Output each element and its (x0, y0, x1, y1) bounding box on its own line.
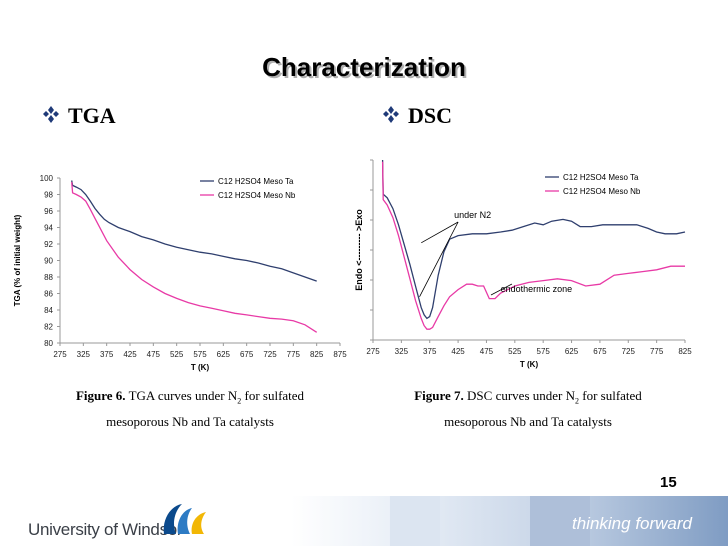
x-tick-label: 625 (565, 347, 579, 356)
y-tick-label: 98 (44, 191, 53, 200)
figure-6-line2: mesoporous Nb and Ta catalysts (106, 413, 274, 429)
legend-label: C12 H2SO4 Meso Ta (218, 177, 294, 186)
figure-7-text2: for sulfated (582, 388, 642, 403)
annotation-arrow (421, 221, 459, 244)
slide-title: Characterization (262, 52, 466, 82)
legend-label: C12 H2SO4 Meso Nb (563, 187, 641, 196)
x-tick-label: 275 (53, 350, 67, 359)
x-tick-label: 525 (508, 347, 522, 356)
y-tick-label: 100 (40, 174, 54, 183)
y-tick-label: 82 (44, 323, 53, 332)
x-tick-label: 375 (423, 347, 437, 356)
x-tick-label: 475 (480, 347, 494, 356)
figure-7-sub: 2 (575, 396, 579, 406)
x-tick-label: 825 (678, 347, 692, 356)
figure-6-text2: for sulfated (244, 388, 305, 403)
x-tick-label: 325 (395, 347, 409, 356)
y-tick-label: 84 (44, 306, 53, 315)
legend-label: C12 H2SO4 Meso Ta (563, 173, 639, 182)
annotation-arrow (419, 221, 459, 297)
y-tick-label: 94 (44, 224, 53, 233)
x-tick-label: 425 (451, 347, 465, 356)
y-axis-label: TGA (% of initial weight) (13, 214, 22, 306)
x-tick-label: 775 (650, 347, 664, 356)
y-tick-label: 90 (44, 257, 53, 266)
footer-gradient (0, 496, 728, 546)
figure-6-sub: 2 (237, 396, 242, 406)
y-tick-label: 88 (44, 273, 53, 282)
y-tick-label: 92 (44, 240, 53, 249)
y-tick-label: 86 (44, 290, 53, 299)
dsc-chart: 275 325 375 425 475 525 575 625 675 725 775 825 T (K… (354, 159, 692, 369)
diamond-bullet-icon (383, 106, 399, 123)
x-tick-label: 275 (366, 347, 380, 356)
x-tick-label: 375 (100, 350, 114, 359)
x-tick-label: 725 (263, 350, 277, 359)
diamond-bullet-icon (43, 106, 59, 123)
tga-chart: 275 325 375 425 475 525 575 625 675 725 775 825 875 8… (13, 174, 347, 372)
annotation-endothermic-zone: endothermic zone (501, 284, 573, 294)
x-tick-label: 625 (217, 350, 231, 359)
annotation-arrow (490, 283, 513, 296)
series-line-nb (71, 182, 318, 333)
footer-stripe (390, 496, 440, 546)
slide-title-wrap: Characterization Characterization (0, 52, 728, 84)
tagline: thinking forward (572, 514, 693, 533)
x-axis-label: T (K) (191, 363, 210, 372)
figure-7-caption: Figure 7. DSC curves under N2 for sulfat… (378, 386, 678, 432)
legend-label: C12 H2SO4 Meso Nb (218, 191, 296, 200)
figure-7-text1: DSC curves under N (467, 388, 575, 403)
series-line-ta (381, 159, 686, 320)
slide-title-shadow: Characterization (264, 54, 468, 84)
figure-6-text1: TGA curves under N (128, 388, 238, 403)
x-tick-label: 775 (287, 350, 301, 359)
footer-stripe (530, 496, 590, 546)
series-line-nb (381, 161, 685, 330)
footer-banner (0, 496, 728, 546)
x-tick-label: 575 (537, 347, 551, 356)
figure-6-caption: Figure 6. TGA curves under N2 for sulfat… (40, 386, 340, 432)
annotation-under-n2: under N2 (454, 210, 491, 220)
x-tick-label: 825 (310, 350, 324, 359)
x-tick-label: 475 (147, 350, 161, 359)
figure-6-label: Figure 6. (75, 388, 126, 403)
x-axis-label: T (K) (520, 360, 539, 369)
y-tick-label: 96 (44, 207, 53, 216)
university-logo-icon (163, 504, 206, 534)
series-line-ta (71, 180, 317, 282)
page-number: 15 (660, 474, 677, 491)
x-tick-label: 675 (240, 350, 254, 359)
figure-7-label: Figure 7. (414, 388, 464, 403)
x-tick-label: 675 (593, 347, 607, 356)
figure-7-line2: mesoporous Nb and Ta catalysts (444, 413, 612, 429)
x-tick-label: 425 (123, 350, 137, 359)
university-name: University of Windsor (28, 520, 183, 539)
x-tick-label: 875 (333, 350, 347, 359)
bullet-dsc-label: DSC (408, 103, 453, 128)
x-tick-label: 725 (622, 347, 636, 356)
bullet-tga-label: TGA (68, 103, 116, 128)
y-tick-label: 80 (44, 339, 53, 348)
y-axis-label: Endo <--------- >Exo (354, 209, 364, 291)
x-tick-label: 325 (77, 350, 91, 359)
bullet-tga: TGA (40, 103, 116, 129)
x-tick-label: 575 (193, 350, 207, 359)
x-tick-label: 525 (170, 350, 184, 359)
bullet-dsc: DSC (380, 103, 452, 129)
